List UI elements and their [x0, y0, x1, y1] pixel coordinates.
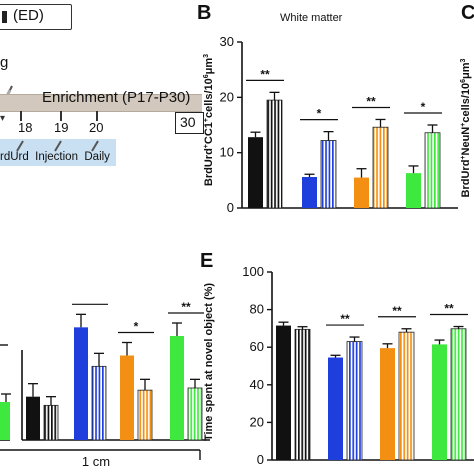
e-bar: [380, 348, 395, 460]
panel-c-ylabel: BrdUrd+NeuN+cells/106μm3: [460, 58, 472, 197]
tick-mark-0: [20, 111, 22, 121]
e-y-tick-label: 0: [257, 452, 264, 467]
bl-sig-mark: *: [134, 320, 139, 334]
b-y-tick-label: 0: [227, 200, 234, 214]
b-sig-mark: *: [317, 107, 322, 121]
bl-bar: [137, 389, 153, 441]
b-bar: [248, 137, 263, 208]
b-sig-mark: *: [421, 100, 426, 114]
bl-sig-mark: **: [181, 300, 191, 314]
e-y-tick-label: 40: [250, 377, 264, 392]
end-day-label: 30: [180, 114, 196, 130]
bl-bar: [91, 365, 107, 441]
bl-bar: [170, 336, 184, 440]
bl-bar: [43, 404, 59, 441]
syringe-icon-1: [14, 139, 26, 158]
bottom-left-significance: ****: [72, 300, 204, 334]
bl-partial-bar: [0, 402, 10, 440]
bl-bar: [187, 387, 203, 441]
day-tick-18: 18: [18, 120, 33, 135]
syringe-icon-3: [89, 139, 101, 158]
timeline-label: Enrichment (P17-P30): [42, 89, 191, 106]
arrow-marker: ▾: [0, 113, 6, 124]
b-y-tick-label: 20: [220, 89, 234, 104]
legend-box: [0, 4, 72, 30]
bl-sig-mark: *: [88, 300, 93, 305]
e-bar: [398, 331, 415, 461]
panel-b-axes: 0 10 20 30: [220, 34, 458, 214]
panel-b-title: White matter: [280, 12, 343, 24]
bottom-left-bars: [0, 313, 203, 441]
tick-mark-1: [60, 111, 62, 121]
panel-b-ylabel: BrdUrd+CC1+cells/106μm3: [203, 54, 215, 186]
b-bar: [372, 126, 389, 209]
b-bar: [266, 99, 283, 209]
day-tick-20: 20: [89, 120, 104, 135]
panel-e-significance: ** ** **: [326, 302, 468, 326]
panel-c-ylabel-svg: BrdUrd+NeuN+cells/106μm3: [460, 58, 472, 197]
end-day-box: [175, 112, 204, 134]
scale-label: 1 cm: [82, 454, 110, 469]
b-sig-mark: **: [366, 94, 376, 108]
bottom-left-chart: **** 1 cm: [0, 300, 210, 469]
prefix-fragment: g: [0, 54, 9, 71]
bl-bar: [74, 327, 88, 440]
panel-b-bars: [248, 91, 441, 209]
day-tick-19: 19: [54, 120, 69, 135]
b-y-tick-label: 10: [220, 145, 234, 160]
e-bar: [432, 344, 447, 460]
panel-e-chart: 0 20 40 60 80 100 ** ** ** Time spent at novel …: [203, 264, 474, 467]
e-sig-mark: **: [340, 312, 350, 326]
e-bar: [276, 325, 291, 460]
e-y-tick-label: 80: [250, 302, 264, 317]
panel-e-bars: [276, 321, 467, 461]
panel-e-axes: 0 20 40 60 80 100: [242, 264, 474, 467]
timeline-bar: [0, 94, 202, 112]
bl-bar: [120, 355, 134, 440]
bl-bar: [26, 396, 40, 440]
b-bar: [424, 132, 441, 209]
panel-letter-b: B: [197, 2, 212, 24]
b-bar: [354, 177, 369, 208]
panel-letter-e: E: [200, 250, 214, 272]
tick-mark-2: [96, 111, 98, 121]
e-bar: [328, 357, 343, 460]
b-sig-mark: **: [260, 67, 270, 81]
panel-b-significance: ***** *: [246, 67, 442, 121]
e-y-tick-label: 20: [250, 414, 264, 429]
legend-swatch: [2, 11, 7, 23]
panel-letter-c: C: [461, 2, 474, 24]
e-y-tick-label: 60: [250, 339, 264, 354]
e-bar: [294, 328, 311, 461]
panel-e-ylabel: Time spent at novel object (%): [203, 283, 215, 441]
legend-box-label: (ED): [13, 7, 44, 24]
b-bar: [320, 140, 337, 209]
b-bar: [302, 177, 317, 208]
e-bar: [346, 341, 363, 461]
syringe-icon-2: [52, 139, 64, 158]
e-y-tick-label: 100: [242, 264, 264, 279]
e-sig-mark: **: [444, 302, 454, 316]
e-sig-mark: **: [392, 304, 402, 318]
b-y-tick-label: 30: [220, 34, 234, 49]
b-bar: [406, 173, 421, 208]
e-bar: [450, 328, 467, 461]
injection-label: rdUrd Injection Daily: [0, 151, 110, 163]
